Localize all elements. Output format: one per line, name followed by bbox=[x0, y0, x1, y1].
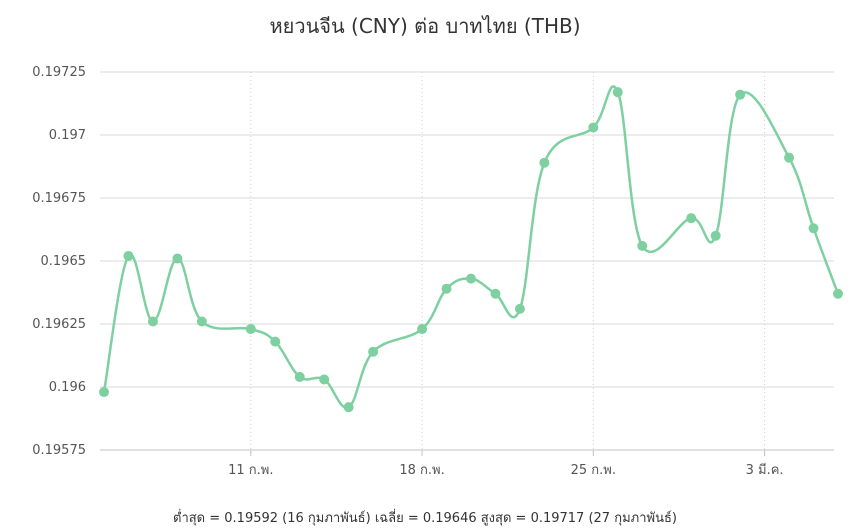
series-line bbox=[102, 85, 840, 409]
summary-stats: ต่ำสุด = 0.19592 (16 กุมภาพันธ์) เฉลี่ย … bbox=[173, 509, 677, 526]
data-point[interactable] bbox=[417, 324, 428, 335]
series-line-layer bbox=[102, 85, 840, 409]
data-points bbox=[99, 87, 843, 413]
data-point[interactable] bbox=[245, 324, 256, 335]
data-point[interactable] bbox=[612, 87, 623, 98]
data-point[interactable] bbox=[588, 122, 599, 133]
data-point[interactable] bbox=[123, 250, 134, 261]
chart-title: หยวนจีน (CNY) ต่อ บาทไทย (THB) bbox=[269, 14, 580, 38]
data-point[interactable] bbox=[514, 303, 525, 314]
data-point[interactable] bbox=[686, 213, 697, 224]
data-point[interactable] bbox=[99, 387, 109, 398]
data-point[interactable] bbox=[833, 288, 843, 299]
data-point[interactable] bbox=[368, 346, 379, 357]
data-point[interactable] bbox=[196, 316, 207, 327]
axes: 0.19575 0.196 0.19625 0.1965 0.19675 0.197 0.1… bbox=[32, 65, 834, 478]
data-point[interactable] bbox=[710, 230, 721, 241]
y-tick-label: 0.19625 bbox=[32, 317, 86, 332]
data-point[interactable] bbox=[539, 157, 550, 168]
data-point[interactable] bbox=[147, 316, 158, 327]
data-point[interactable] bbox=[490, 288, 501, 299]
data-point[interactable] bbox=[735, 89, 746, 100]
x-tick-label: 25 ก.พ. bbox=[571, 463, 616, 478]
data-point[interactable] bbox=[270, 336, 281, 347]
data-point[interactable] bbox=[466, 273, 476, 284]
y-tick-label: 0.19675 bbox=[32, 191, 86, 206]
y-tick-label: 0.19725 bbox=[32, 65, 86, 80]
data-point[interactable] bbox=[784, 152, 795, 163]
y-tick-label: 0.197 bbox=[49, 128, 86, 143]
y-tick-label: 0.1965 bbox=[41, 254, 87, 269]
y-tick-label: 0.19575 bbox=[32, 443, 86, 458]
x-tick-label: 11 ก.พ. bbox=[228, 463, 273, 478]
grid-lines bbox=[100, 71, 834, 451]
x-tick-label: 3 มี.ค. bbox=[746, 462, 784, 478]
data-point[interactable] bbox=[637, 240, 648, 251]
data-point[interactable] bbox=[294, 371, 305, 382]
data-point[interactable] bbox=[319, 374, 330, 385]
data-point[interactable] bbox=[343, 402, 354, 413]
data-point[interactable] bbox=[808, 223, 819, 234]
data-point[interactable] bbox=[172, 253, 183, 264]
x-tick-label: 18 ก.พ. bbox=[399, 463, 444, 478]
data-point[interactable] bbox=[441, 283, 452, 294]
y-tick-label: 0.196 bbox=[49, 380, 86, 395]
